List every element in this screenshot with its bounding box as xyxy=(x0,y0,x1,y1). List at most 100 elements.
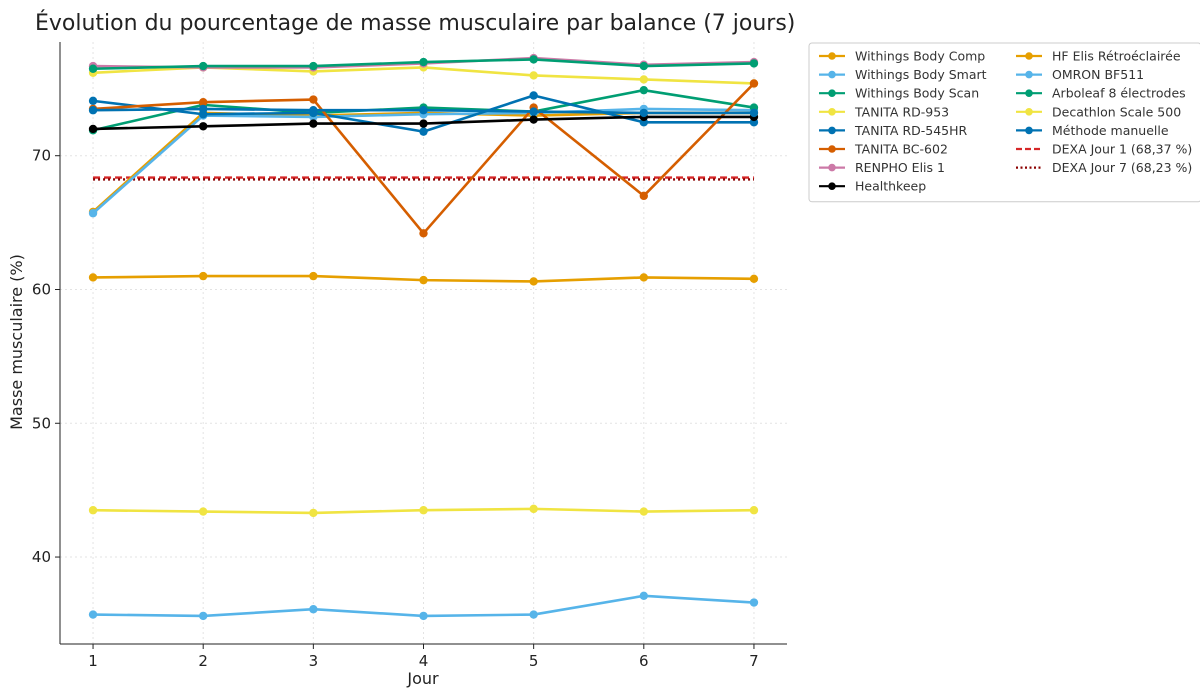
data-point xyxy=(88,209,98,218)
series-6 xyxy=(88,79,759,238)
data-point xyxy=(529,107,538,116)
legend-label: Withings Body Smart xyxy=(855,67,987,82)
legend-swatch-marker xyxy=(828,108,836,116)
data-point xyxy=(419,119,428,128)
x-tick-label: 1 xyxy=(88,652,98,670)
legend-frame xyxy=(808,42,1200,203)
series-13 xyxy=(88,104,759,118)
series-12 xyxy=(88,504,759,518)
series-11 xyxy=(88,55,759,73)
legend-swatch-marker xyxy=(828,182,836,190)
data-point xyxy=(639,191,649,201)
data-point xyxy=(749,79,759,88)
x-tick-label: 7 xyxy=(749,652,759,670)
y-tick-label: 60 xyxy=(32,280,51,298)
legend-swatch-marker xyxy=(828,163,836,172)
axes: 1 2 3 4 5 6 7 40 50 60 70 xyxy=(32,42,787,670)
data-point xyxy=(88,96,98,106)
x-tick-label: 3 xyxy=(309,652,319,670)
legend-label: TANITA BC-602 xyxy=(854,142,948,157)
data-point xyxy=(639,85,649,95)
data-point xyxy=(419,127,428,136)
data-point xyxy=(88,273,98,282)
data-point xyxy=(749,506,759,515)
data-point xyxy=(309,119,318,128)
legend-label: Withings Body Scan xyxy=(855,86,979,101)
y-tick-label: 50 xyxy=(32,414,51,432)
legend-swatch-marker xyxy=(828,52,836,60)
legend-label: Healthkeep xyxy=(855,179,926,194)
x-axis-label: Jour xyxy=(406,669,439,688)
data-point xyxy=(309,605,318,614)
legend-swatch-marker xyxy=(1025,52,1033,60)
data-point xyxy=(88,124,98,134)
data-point xyxy=(639,75,649,84)
data-point xyxy=(419,275,428,285)
x-tick-label: 4 xyxy=(419,652,429,670)
data-point xyxy=(639,273,649,282)
x-tick-label: 5 xyxy=(529,652,539,670)
series-layer xyxy=(88,53,759,621)
legend-label: TANITA RD-953 xyxy=(854,104,949,119)
legend-swatch-marker xyxy=(1025,108,1033,116)
legend-swatch-marker xyxy=(1025,126,1033,135)
legend-label: Withings Body Comp xyxy=(855,49,985,64)
data-point xyxy=(198,61,208,71)
data-point xyxy=(419,106,428,115)
data-point xyxy=(529,71,538,80)
legend-label: Méthode manuelle xyxy=(1052,123,1169,138)
data-point xyxy=(419,57,428,67)
data-point xyxy=(529,55,538,64)
data-point xyxy=(749,274,759,283)
legend-label: Arboleaf 8 électrodes xyxy=(1052,86,1186,101)
data-point xyxy=(309,508,318,518)
series-5 xyxy=(88,91,759,136)
legend-label: TANITA RD-545HR xyxy=(854,123,968,138)
data-point xyxy=(529,610,538,619)
legend-label: HF Elis Rétroéclairée xyxy=(1052,49,1181,64)
data-point xyxy=(529,115,538,124)
data-point xyxy=(419,611,428,621)
data-point xyxy=(749,59,759,68)
chart-title: Évolution du pourcentage de masse muscul… xyxy=(35,10,795,36)
legend-label: RENPHO Elis 1 xyxy=(855,160,945,175)
series-9 xyxy=(88,271,759,286)
data-point xyxy=(639,61,649,71)
legend-swatch-marker xyxy=(828,126,836,135)
data-point xyxy=(309,271,318,281)
data-point xyxy=(198,122,208,131)
data-point xyxy=(419,229,428,238)
legend-label: Decathlon Scale 500 xyxy=(1052,104,1181,119)
data-point xyxy=(88,106,98,115)
data-point xyxy=(198,98,208,107)
legend-swatch-marker xyxy=(828,70,836,79)
legend-label: DEXA Jour 1 (68,37 %) xyxy=(1052,142,1192,157)
data-point xyxy=(639,108,649,118)
series-10 xyxy=(88,591,759,621)
data-point xyxy=(529,277,538,286)
data-point xyxy=(88,610,98,619)
data-point xyxy=(198,104,208,114)
data-point xyxy=(639,591,649,601)
grid xyxy=(60,42,787,644)
data-point xyxy=(198,507,208,516)
data-point xyxy=(309,106,318,115)
x-tick-label: 6 xyxy=(639,652,649,670)
data-point xyxy=(88,64,98,73)
legend-swatch-marker xyxy=(828,145,836,153)
y-tick-label: 70 xyxy=(32,147,51,165)
data-point xyxy=(198,611,208,621)
data-point xyxy=(309,61,318,71)
data-point xyxy=(309,95,318,104)
legend-label: OMRON BF511 xyxy=(1052,67,1144,82)
y-tick-label: 40 xyxy=(32,548,51,566)
data-point xyxy=(639,507,649,516)
legend: Withings Body Comp Withings Body Smart Wit… xyxy=(808,42,1200,203)
data-point xyxy=(749,598,759,607)
legend-swatch-marker xyxy=(828,89,836,97)
x-tick-label: 2 xyxy=(198,652,208,670)
data-point xyxy=(529,504,538,514)
legend-label: DEXA Jour 7 (68,23 %) xyxy=(1052,160,1192,175)
data-point xyxy=(198,271,208,281)
